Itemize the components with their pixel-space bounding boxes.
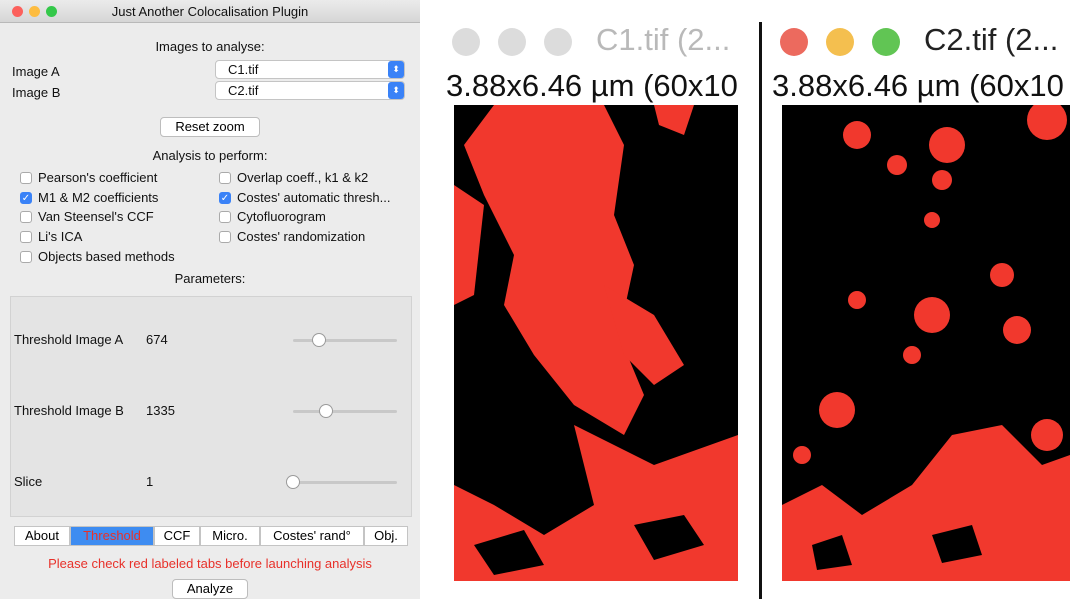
parameter-label: Threshold Image B	[14, 403, 124, 418]
checkbox-label: M1 & M2 coefficients	[38, 190, 158, 205]
checkbox[interactable]	[219, 172, 231, 184]
window-title: C2.tif (2...	[924, 22, 1058, 58]
checkbox-label: Pearson's coefficient	[38, 170, 157, 185]
section-header: Images to analyse:	[0, 39, 420, 54]
checkbox-label: Objects based methods	[38, 249, 175, 264]
checkbox-label: Li's ICA	[38, 229, 82, 244]
plugin-window: Just Another Colocalisation Plugin Image…	[0, 0, 420, 599]
tab[interactable]: Obj.	[364, 526, 408, 546]
checkbox-label: Costes' automatic thresh...	[237, 190, 391, 205]
parameter-label: Threshold Image A	[14, 332, 123, 347]
select-arrow: ⬍	[388, 82, 404, 99]
image-info: 3.88x6.46 µm (60x10	[772, 68, 1064, 104]
tab[interactable]: CCF	[154, 526, 200, 546]
parameter-label: Slice	[14, 474, 42, 489]
parameter-value: 1335	[146, 403, 175, 418]
select-value: C1.tif	[228, 62, 258, 77]
minimize-button[interactable]	[498, 28, 526, 56]
close-button[interactable]	[780, 28, 808, 56]
tab[interactable]: Micro.	[200, 526, 260, 546]
section-header: Analysis to perform:	[0, 148, 420, 163]
checkbox[interactable]	[219, 231, 231, 243]
field-label: Image A	[12, 64, 60, 79]
image-window: C1.tif (2... 3.88x6.46 µm (60x10	[438, 0, 760, 599]
slider-thumb[interactable]	[312, 333, 326, 347]
tab[interactable]: About	[14, 526, 70, 546]
warning: Please check red labeled tabs before lau…	[0, 556, 420, 571]
analyze-button[interactable]: Analyze	[172, 579, 248, 599]
image-info: 3.88x6.46 µm (60x10	[446, 68, 738, 104]
image-b-select[interactable]: C2.tif ⬍	[215, 81, 405, 100]
slider-thumb[interactable]	[286, 475, 300, 489]
image-window: C2.tif (2... 3.88x6.46 µm (60x10	[762, 0, 1087, 599]
checkbox-label: Cytofluorogram	[237, 209, 326, 224]
tab[interactable]: Costes' rand°	[260, 526, 364, 546]
parameter-value: 1	[146, 474, 153, 489]
tab[interactable]: Threshold	[70, 526, 154, 546]
close-button[interactable]	[452, 28, 480, 56]
checkbox-label: Overlap coeff., k1 & k2	[237, 170, 368, 185]
image-a-select[interactable]: C1.tif ⬍	[215, 60, 405, 79]
slider-thumb[interactable]	[319, 404, 333, 418]
checkbox-label: Van Steensel's CCF	[38, 209, 154, 224]
checkbox[interactable]: ✓	[20, 192, 32, 204]
select-value: C2.tif	[228, 83, 258, 98]
screen: Just Another Colocalisation Plugin Image…	[0, 0, 1087, 599]
reset-zoom-button[interactable]: Reset zoom	[160, 117, 260, 137]
slider-track	[293, 410, 397, 413]
checkbox[interactable]	[219, 211, 231, 223]
zoom-button[interactable]	[544, 28, 572, 56]
image-c1	[454, 105, 738, 581]
slider-track	[293, 481, 397, 484]
parameters-panel: Threshold Image A 674 Threshold Image B 133…	[10, 296, 412, 517]
minimize-button[interactable]	[826, 28, 854, 56]
checkbox[interactable]	[20, 231, 32, 243]
checkbox-label: Costes' randomization	[237, 229, 365, 244]
field-label: Image B	[12, 85, 60, 100]
checkbox[interactable]	[20, 211, 32, 223]
window-title: C1.tif (2...	[596, 22, 730, 58]
title-bar: Just Another Colocalisation Plugin	[0, 0, 420, 23]
select-arrow: ⬍	[388, 61, 404, 78]
checkbox[interactable]	[20, 251, 32, 263]
checkbox[interactable]	[20, 172, 32, 184]
zoom-button[interactable]	[872, 28, 900, 56]
slider-track	[293, 339, 397, 342]
checkbox[interactable]: ✓	[219, 192, 231, 204]
parameter-value: 674	[146, 332, 168, 347]
section-header: Parameters:	[0, 271, 420, 286]
image-c2	[782, 105, 1070, 581]
window-title: Just Another Colocalisation Plugin	[0, 4, 420, 19]
